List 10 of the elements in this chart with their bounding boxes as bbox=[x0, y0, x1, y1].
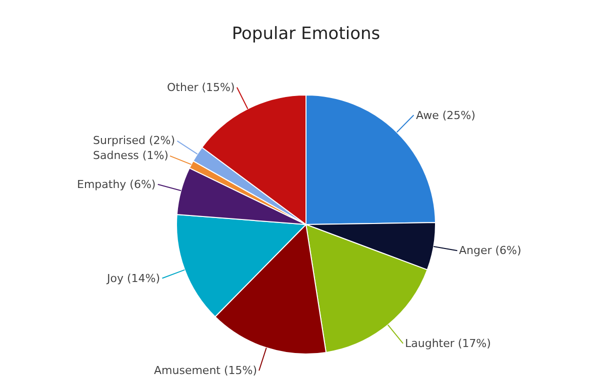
slice-label: Awe (25%) bbox=[416, 109, 476, 122]
slice-label: Surprised (2%) bbox=[93, 134, 176, 147]
slice-label: Amusement (15%) bbox=[154, 364, 258, 377]
slice-label: Empathy (6%) bbox=[77, 178, 156, 191]
slice-label: Anger (6%) bbox=[459, 244, 522, 257]
slice-label: Other (15%) bbox=[167, 81, 235, 94]
slice-label: Laughter (17%) bbox=[405, 337, 491, 350]
slice-label: Joy (14%) bbox=[106, 272, 160, 285]
slice-label: Sadness (1%) bbox=[93, 149, 168, 162]
chart-title: Popular Emotions bbox=[232, 24, 380, 44]
